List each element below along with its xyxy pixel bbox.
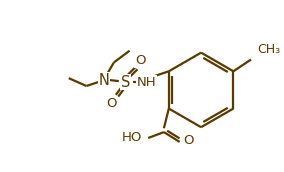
Text: O: O (107, 97, 117, 110)
Text: S: S (121, 75, 130, 90)
Text: HO: HO (122, 131, 142, 143)
Text: NH: NH (136, 76, 156, 89)
Text: O: O (135, 54, 146, 67)
Text: CH₃: CH₃ (257, 43, 280, 56)
Text: N: N (99, 73, 110, 88)
Text: O: O (183, 135, 194, 147)
